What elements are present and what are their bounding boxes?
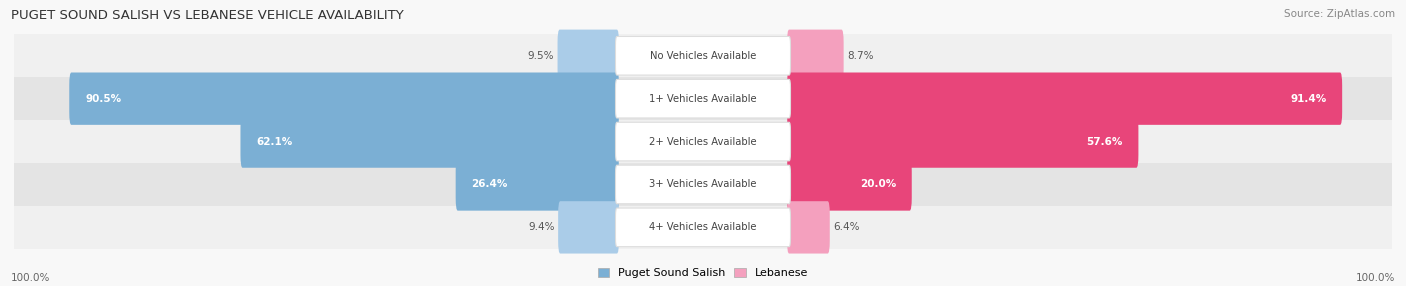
- FancyBboxPatch shape: [14, 120, 1392, 163]
- FancyBboxPatch shape: [14, 206, 1392, 249]
- FancyBboxPatch shape: [787, 201, 830, 254]
- FancyBboxPatch shape: [456, 158, 619, 210]
- Legend: Puget Sound Salish, Lebanese: Puget Sound Salish, Lebanese: [596, 266, 810, 281]
- Text: 6.4%: 6.4%: [834, 223, 859, 232]
- FancyBboxPatch shape: [787, 72, 1343, 125]
- Text: 3+ Vehicles Available: 3+ Vehicles Available: [650, 180, 756, 189]
- Text: 4+ Vehicles Available: 4+ Vehicles Available: [650, 223, 756, 232]
- Text: No Vehicles Available: No Vehicles Available: [650, 51, 756, 61]
- FancyBboxPatch shape: [558, 30, 619, 82]
- Text: 9.4%: 9.4%: [529, 223, 555, 232]
- Text: 26.4%: 26.4%: [471, 180, 508, 189]
- FancyBboxPatch shape: [616, 122, 790, 161]
- FancyBboxPatch shape: [616, 165, 790, 204]
- FancyBboxPatch shape: [69, 72, 619, 125]
- FancyBboxPatch shape: [787, 30, 844, 82]
- FancyBboxPatch shape: [787, 115, 1139, 168]
- FancyBboxPatch shape: [787, 158, 911, 210]
- Text: 8.7%: 8.7%: [846, 51, 873, 61]
- Text: 20.0%: 20.0%: [859, 180, 896, 189]
- Text: 100.0%: 100.0%: [11, 273, 51, 283]
- Text: 9.5%: 9.5%: [527, 51, 554, 61]
- FancyBboxPatch shape: [240, 115, 619, 168]
- Text: 2+ Vehicles Available: 2+ Vehicles Available: [650, 137, 756, 146]
- FancyBboxPatch shape: [14, 77, 1392, 120]
- Text: 62.1%: 62.1%: [256, 137, 292, 146]
- FancyBboxPatch shape: [14, 34, 1392, 77]
- Text: 57.6%: 57.6%: [1087, 137, 1122, 146]
- Text: 91.4%: 91.4%: [1291, 94, 1326, 104]
- Text: 90.5%: 90.5%: [86, 94, 121, 104]
- FancyBboxPatch shape: [616, 79, 790, 118]
- Text: 100.0%: 100.0%: [1355, 273, 1395, 283]
- FancyBboxPatch shape: [14, 163, 1392, 206]
- FancyBboxPatch shape: [616, 36, 790, 75]
- Text: Source: ZipAtlas.com: Source: ZipAtlas.com: [1284, 9, 1395, 19]
- FancyBboxPatch shape: [558, 201, 619, 254]
- Text: 1+ Vehicles Available: 1+ Vehicles Available: [650, 94, 756, 104]
- FancyBboxPatch shape: [616, 208, 790, 247]
- Text: PUGET SOUND SALISH VS LEBANESE VEHICLE AVAILABILITY: PUGET SOUND SALISH VS LEBANESE VEHICLE A…: [11, 9, 404, 21]
